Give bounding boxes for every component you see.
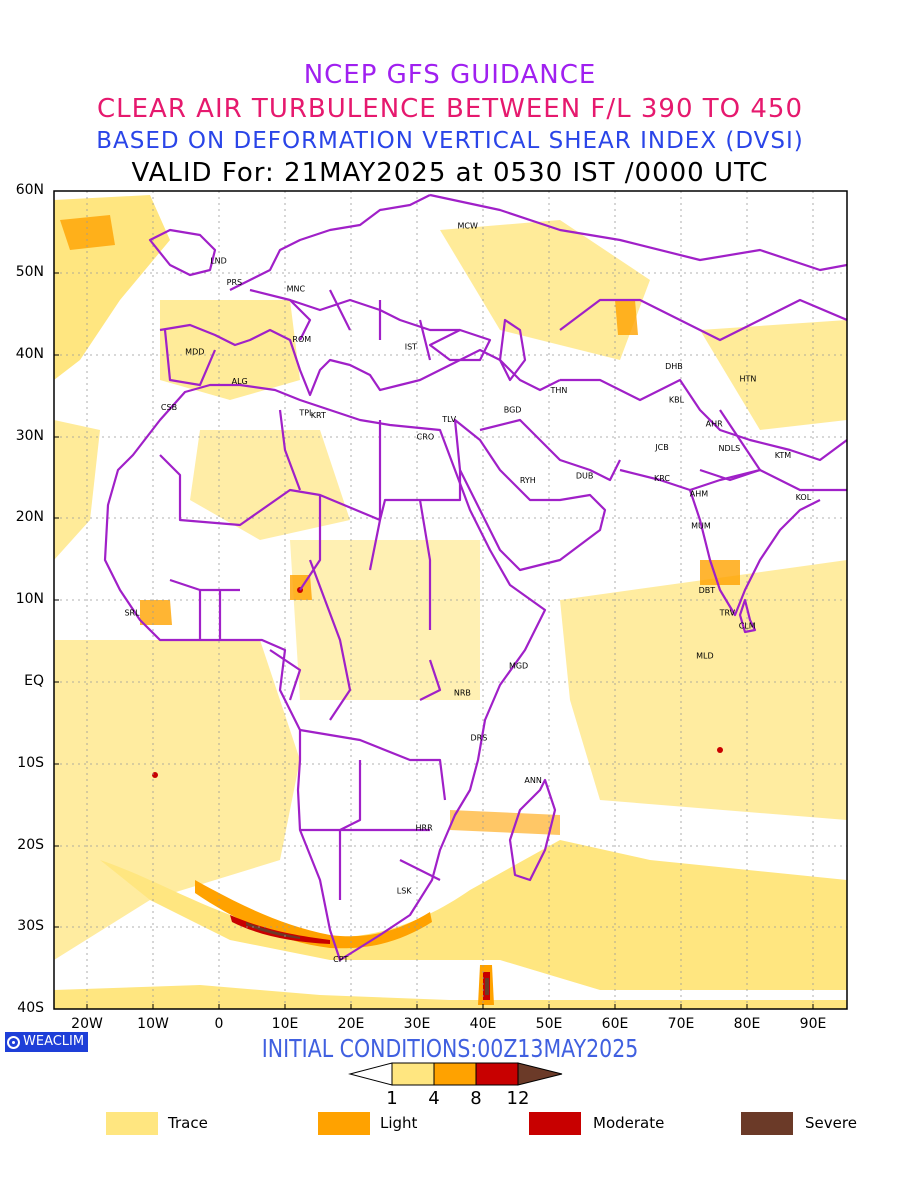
station-label-ktm: KTM <box>775 451 792 460</box>
turbulence-shading <box>54 195 847 1009</box>
colorbar-moderate <box>475 1062 519 1086</box>
station-label-hrr: HRR <box>416 823 434 832</box>
legend-label-moderate: Moderate <box>593 1114 665 1132</box>
axis-ticks <box>54 272 814 1009</box>
legend-label-light: Light <box>380 1114 418 1132</box>
station-label-kol: KOL <box>796 493 812 502</box>
station-label-dbt: DBT <box>699 586 716 595</box>
lon-label-40e: 40E <box>469 1016 497 1032</box>
station-label-nrb: NRB <box>454 688 471 697</box>
station-label-clm: CLM <box>739 621 756 630</box>
station-label-ahr: AHR <box>706 419 723 428</box>
station-label-kbl: KBL <box>669 396 685 405</box>
lat-label-50n: 50N <box>15 264 44 280</box>
station-label-tpl: TPL <box>298 409 314 418</box>
station-label-cro: CRO <box>417 432 434 441</box>
station-label-krt: KRT <box>311 411 326 420</box>
colorbar-tick-12: 12 <box>506 1088 530 1109</box>
station-label-lnd: LND <box>210 257 227 266</box>
lat-label-10n: 10N <box>15 591 44 607</box>
lat-label-60n: 60N <box>15 182 44 198</box>
title-guidance: NCEP GFS GUIDANCE <box>303 60 597 90</box>
legend-swatch-severe <box>741 1112 793 1135</box>
title-index: BASED ON DEFORMATION VERTICAL SHEAR INDE… <box>96 128 804 154</box>
colorbar-severe-arrow <box>517 1062 563 1086</box>
lon-label-0: 0 <box>214 1016 224 1032</box>
lon-label-20w: 20W <box>71 1016 103 1032</box>
station-label-drs: DRS <box>471 733 488 742</box>
lat-label-30s: 30S <box>17 918 44 934</box>
lon-label-10w: 10W <box>137 1016 169 1032</box>
colorbar-tick-1: 1 <box>386 1088 398 1109</box>
weaclim-logo: WEACLIM <box>5 1032 89 1052</box>
station-label-ryh: RYH <box>520 476 536 485</box>
station-label-dhb: DHB <box>665 362 683 371</box>
lon-label-50e: 50E <box>535 1016 563 1032</box>
legend-label-severe: Severe <box>805 1114 857 1132</box>
station-label-mgd: MGD <box>509 661 528 670</box>
station-label-mld: MLD <box>696 652 714 661</box>
logo-globe-icon <box>7 1035 20 1049</box>
lon-label-30e: 30E <box>403 1016 431 1032</box>
coastlines-borders <box>103 193 847 962</box>
lat-label-40s: 40S <box>17 1000 44 1016</box>
lon-label-10e: 10E <box>271 1016 299 1032</box>
station-label-rom: ROM <box>292 335 311 344</box>
station-label-csb: CSB <box>161 403 177 412</box>
lon-label-70e: 70E <box>667 1016 695 1032</box>
station-label-jcb: JCB <box>654 443 668 452</box>
logo-text: WEACLIM <box>23 1034 85 1049</box>
legend-swatch-trace <box>106 1112 158 1135</box>
station-label-krc: KRC <box>654 474 670 483</box>
lat-label-40n: 40N <box>15 346 44 362</box>
colorbar <box>348 1062 563 1086</box>
station-label-mnc: MNC <box>287 284 306 293</box>
title-turbulence: CLEAR AIR TURBULENCE BETWEEN F/L 390 TO … <box>96 94 804 124</box>
colorbar-low-arrow <box>348 1062 393 1086</box>
lat-label-30n: 30N <box>15 428 44 444</box>
station-label-cpt: CPT <box>333 955 348 964</box>
station-label-prs: PRS <box>227 278 242 287</box>
lon-label-80e: 80E <box>733 1016 761 1032</box>
gridlines <box>54 191 847 1009</box>
legend-swatch-moderate <box>529 1112 581 1135</box>
station-label-dub: DUB <box>576 472 594 481</box>
station-label-tlv: TLV <box>441 415 456 424</box>
colorbar-trace <box>391 1062 435 1086</box>
station-label-ahm: AHM <box>690 490 708 499</box>
legend-label-trace: Trace <box>168 1114 208 1132</box>
station-label-ist: IST <box>405 342 417 351</box>
station-label-bgd: BGD <box>504 405 522 414</box>
station-label-htn: HTN <box>739 374 756 383</box>
lon-label-60e: 60E <box>601 1016 629 1032</box>
colorbar-tick-4: 4 <box>428 1088 440 1109</box>
station-label-alg: ALG <box>232 377 248 386</box>
colorbar-tick-8: 8 <box>470 1088 482 1109</box>
lon-label-90e: 90E <box>799 1016 827 1032</box>
title-valid-time: VALID For: 21MAY2025 at 0530 IST /0000 U… <box>131 158 769 188</box>
station-label-thn: THN <box>549 386 567 395</box>
lat-label-eq: EQ <box>24 673 44 689</box>
lat-label-20n: 20N <box>15 509 44 525</box>
lon-label-20e: 20E <box>337 1016 365 1032</box>
colorbar-light <box>433 1062 477 1086</box>
station-label-mum: MUM <box>691 522 711 531</box>
lat-label-10s: 10S <box>17 755 44 771</box>
lat-label-20s: 20S <box>17 837 44 853</box>
legend-swatch-light <box>318 1112 370 1135</box>
station-label-mcw: MCW <box>457 221 477 230</box>
station-label-srl: SRL <box>124 608 140 617</box>
station-label-ann: ANN <box>524 776 541 785</box>
station-label-lsk: LSK <box>397 886 413 895</box>
station-label-mdd: MDD <box>185 347 204 356</box>
initial-conditions: INITIAL CONDITIONS:00Z13MAY2025 <box>261 1034 639 1063</box>
station-label-trv: TRV <box>719 608 736 617</box>
station-label-ndls: NDLS <box>719 444 741 453</box>
